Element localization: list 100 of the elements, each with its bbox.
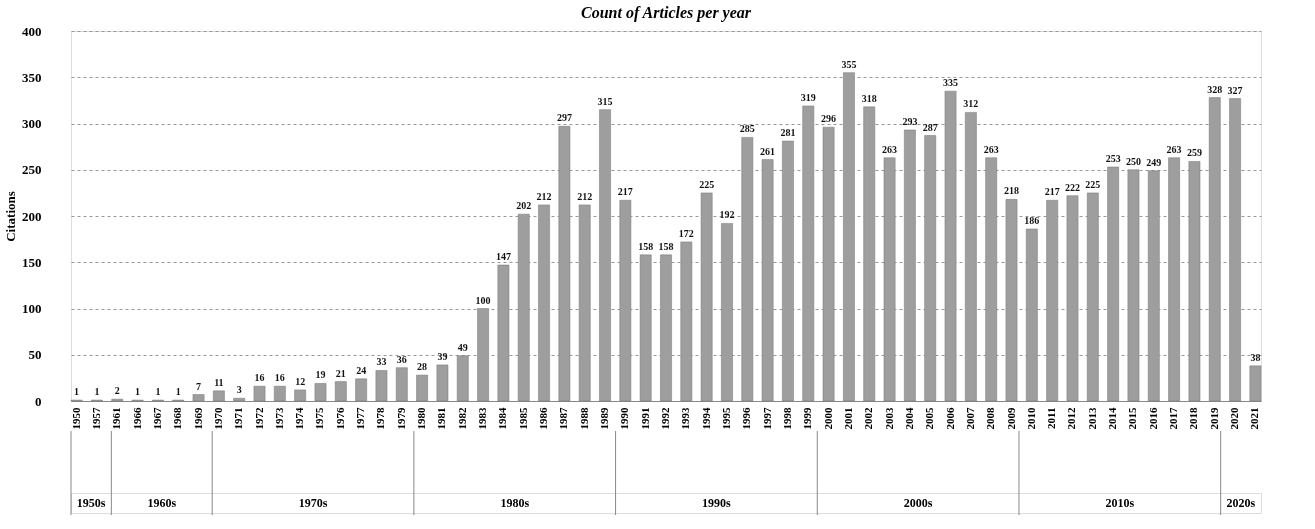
bar bbox=[395, 367, 408, 402]
x-tick-label: 1998 bbox=[780, 407, 793, 430]
x-tick-label: 1961 bbox=[110, 407, 123, 430]
data-label: 16 bbox=[254, 372, 265, 384]
data-label: 100 bbox=[475, 294, 491, 306]
x-tick-label: 1974 bbox=[293, 407, 306, 430]
data-label: 212 bbox=[577, 190, 593, 202]
text: 1980s bbox=[500, 496, 530, 510]
x-tick-label: 1991 bbox=[638, 407, 651, 430]
data-label: 293 bbox=[902, 115, 918, 127]
x-tick-label: 1957 bbox=[89, 407, 102, 430]
chart-title: Count of Articles per year bbox=[580, 4, 752, 22]
x-tick-label: 1983 bbox=[476, 407, 489, 430]
bar bbox=[294, 389, 306, 402]
data-label: 158 bbox=[658, 240, 674, 252]
y-tick-label: 150 bbox=[22, 254, 42, 270]
x-tick-label: 1997 bbox=[760, 407, 773, 430]
x-tick-label: 1976 bbox=[333, 407, 346, 430]
x-tick-label: 1966 bbox=[130, 407, 143, 430]
bar bbox=[274, 385, 286, 402]
data-label: 222 bbox=[1064, 181, 1080, 193]
x-tick-label: 1975 bbox=[313, 407, 326, 430]
data-label: 7 bbox=[196, 380, 202, 392]
x-tick-label: 2010 bbox=[1024, 407, 1037, 430]
bar bbox=[334, 381, 347, 402]
x-tick-label: 2003 bbox=[882, 407, 895, 430]
data-label: 285 bbox=[739, 123, 755, 135]
data-label: 33 bbox=[376, 356, 387, 368]
x-tick-label: 1981 bbox=[435, 407, 448, 430]
data-label: 217 bbox=[1044, 186, 1060, 198]
bar bbox=[375, 370, 388, 402]
data-label: 250 bbox=[1125, 155, 1141, 167]
data-label: 217 bbox=[617, 186, 633, 198]
x-tick-label: 2000 bbox=[821, 407, 834, 430]
x-tick-label: 1977 bbox=[354, 407, 367, 430]
bar bbox=[233, 397, 246, 402]
text: 2020s bbox=[1226, 496, 1256, 510]
x-tick-label: 2005 bbox=[923, 407, 936, 430]
data-label: 312 bbox=[963, 98, 979, 110]
x-tick-label: 1988 bbox=[577, 407, 590, 430]
y-axis-title: Citations bbox=[3, 191, 18, 242]
data-label: 281 bbox=[780, 127, 796, 139]
x-tick-label: 1973 bbox=[272, 407, 285, 430]
y-tick-label: 50 bbox=[28, 347, 42, 363]
data-label: 1 bbox=[74, 386, 80, 398]
data-label: 253 bbox=[1105, 152, 1121, 164]
bar bbox=[192, 394, 205, 402]
data-label: 11 bbox=[214, 376, 224, 388]
x-tick-label: 2016 bbox=[1146, 407, 1159, 430]
x-tick-label: 2017 bbox=[1167, 407, 1180, 430]
bar bbox=[416, 374, 428, 402]
data-label: 192 bbox=[719, 209, 735, 221]
bar bbox=[1249, 365, 1262, 402]
data-label: 21 bbox=[335, 367, 346, 379]
x-tick-label: 1992 bbox=[659, 407, 671, 430]
data-label: 335 bbox=[943, 77, 959, 89]
data-label: 24 bbox=[356, 364, 367, 376]
data-label: 49 bbox=[457, 341, 468, 353]
x-tick-label: 1984 bbox=[496, 407, 509, 430]
x-tick-label: 1996 bbox=[740, 407, 753, 430]
x-tick-label: 1999 bbox=[801, 407, 814, 430]
data-label: 263 bbox=[1166, 143, 1182, 155]
x-tick-label: 2019 bbox=[1207, 407, 1220, 430]
bar bbox=[253, 385, 266, 402]
x-tick-label: 2013 bbox=[1085, 407, 1098, 430]
x-tick-label: 1972 bbox=[252, 407, 265, 430]
x-tick-label: 2021 bbox=[1248, 407, 1261, 430]
bar bbox=[436, 364, 449, 402]
x-tick-label: 2008 bbox=[984, 407, 997, 430]
x-tick-label: 2001 bbox=[841, 407, 854, 430]
data-label: 36 bbox=[396, 353, 407, 365]
x-tick-label: 1971 bbox=[232, 407, 245, 430]
x-tick-label: 1995 bbox=[719, 407, 732, 430]
x-tick-label: 1990 bbox=[618, 407, 631, 430]
x-tick-label: 2009 bbox=[1004, 407, 1017, 430]
data-label: 158 bbox=[638, 240, 654, 252]
x-tick-label: 1969 bbox=[191, 407, 204, 430]
y-tick-label: 250 bbox=[22, 162, 42, 178]
data-label: 1 bbox=[135, 386, 141, 398]
x-tick-label: 2020 bbox=[1228, 407, 1241, 430]
y-tick-label: 100 bbox=[22, 301, 42, 316]
data-label: 19 bbox=[315, 369, 326, 381]
x-tick-label: 1994 bbox=[699, 407, 712, 430]
data-label: 263 bbox=[983, 143, 999, 155]
data-label: 319 bbox=[800, 91, 816, 103]
bar bbox=[314, 383, 327, 402]
data-label: 212 bbox=[536, 190, 552, 202]
bar bbox=[355, 378, 367, 402]
x-tick-label: 1979 bbox=[394, 407, 407, 430]
x-tick-label: 1968 bbox=[171, 407, 184, 430]
data-label: 172 bbox=[678, 227, 694, 239]
text: 1950s bbox=[76, 496, 106, 510]
x-tick-label: 2002 bbox=[862, 407, 875, 430]
data-label: 1 bbox=[94, 386, 100, 398]
data-label: 28 bbox=[417, 361, 428, 373]
data-label: 327 bbox=[1227, 84, 1243, 96]
data-label: 1 bbox=[175, 386, 181, 398]
x-tick-label: 1993 bbox=[679, 407, 692, 430]
data-label: 261 bbox=[760, 145, 776, 157]
x-tick-label: 1982 bbox=[455, 407, 468, 430]
